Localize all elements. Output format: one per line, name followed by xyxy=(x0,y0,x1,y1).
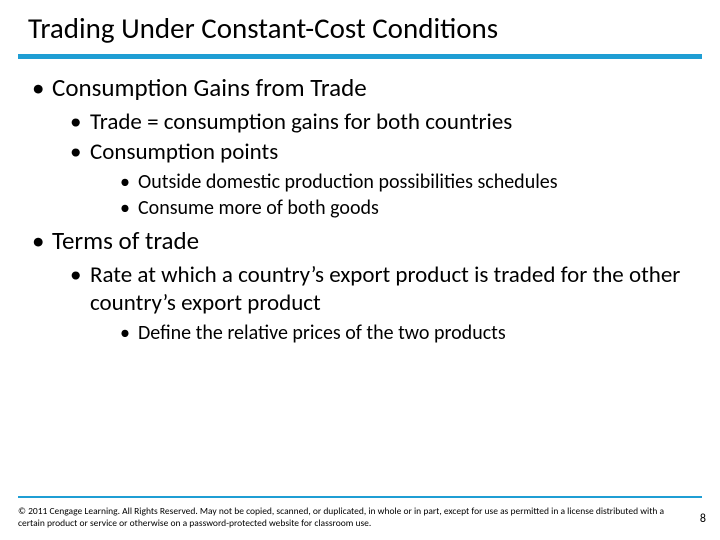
bullet-list-level3: Define the relative prices of the two pr… xyxy=(90,321,690,345)
bullet-text: Consumption points xyxy=(90,138,278,166)
bullet-text: Outside domestic production possibilitie… xyxy=(138,170,558,194)
bullet-text: Define the relative prices of the two pr… xyxy=(138,321,506,345)
copyright-text: © 2011 Cengage Learning. All Rights Rese… xyxy=(18,506,680,530)
bullet-list-level2: Trade = consumption gains for both count… xyxy=(52,108,690,221)
bullet-lvl2-item: Rate at which a country’s export product… xyxy=(68,261,690,345)
bullet-lvl3-item: Consume more of both goods xyxy=(118,196,690,220)
slide-title: Trading Under Constant-Cost Conditions xyxy=(0,0,720,54)
bullet-list-level1: Consumption Gains from Trade Trade = con… xyxy=(30,73,690,345)
bullet-lvl3-item: Outside domestic production possibilitie… xyxy=(118,170,690,194)
bullet-lvl1-item: Consumption Gains from Trade Trade = con… xyxy=(30,73,690,220)
bullet-text: Consume more of both goods xyxy=(138,196,379,220)
bullet-lvl2-item: Trade = consumption gains for both count… xyxy=(68,108,690,136)
bullet-text: Consumption Gains from Trade xyxy=(52,72,367,103)
bullet-list-level3: Outside domestic production possibilitie… xyxy=(90,170,690,221)
slide-body: Consumption Gains from Trade Trade = con… xyxy=(0,59,720,345)
footer-rule xyxy=(18,496,702,498)
bullet-lvl2-item: Consumption points Outside domestic prod… xyxy=(68,138,690,221)
bullet-list-level2: Rate at which a country’s export product… xyxy=(52,261,690,345)
bullet-lvl3-item: Define the relative prices of the two pr… xyxy=(118,321,690,345)
bullet-text: Rate at which a country’s export product… xyxy=(90,261,680,317)
bullet-text: Terms of trade xyxy=(52,225,199,256)
bullet-lvl1-item: Terms of trade Rate at which a country’s… xyxy=(30,226,690,345)
page-number: 8 xyxy=(700,512,706,526)
bullet-text: Trade = consumption gains for both count… xyxy=(90,108,512,136)
